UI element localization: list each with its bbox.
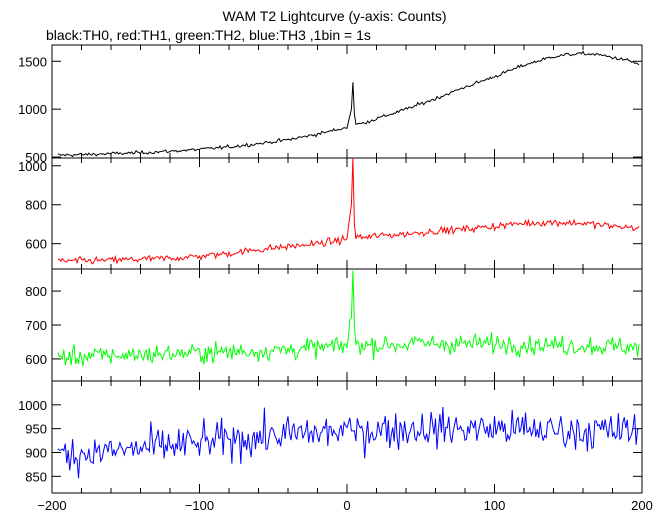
panel-th3-ytick-label: 950 (25, 422, 47, 437)
panel-th2-ytick-label: 600 (25, 352, 47, 367)
x-tick-label: −100 (185, 498, 214, 513)
panel-th1-series-line (57, 157, 640, 265)
panel-th0-ytick-label: 1000 (18, 102, 47, 117)
panel-th3-frame (51, 380, 643, 494)
panel-th1-frame (51, 157, 643, 270)
panel-th0-ytick-label: 1500 (18, 54, 47, 69)
panel-th0-series-line (57, 50, 640, 158)
panel-th3-series-line (57, 406, 640, 479)
x-tick-label: 200 (631, 498, 653, 513)
panel-th1-ytick-label: 600 (25, 237, 47, 252)
x-tick-label: 0 (343, 498, 350, 513)
panel-th0-frame (51, 44, 643, 159)
panel-th2-series-line (57, 270, 640, 367)
panel-th1-ytick-label: 1000 (18, 159, 47, 174)
chart-subtitle: black:TH0, red:TH1, green:TH2, blue:TH3 … (46, 27, 371, 43)
panel-th3-ytick-label: 850 (25, 469, 47, 484)
panel-th2-ytick-label: 800 (25, 284, 47, 299)
panel-th0-ytick-label: 500 (25, 150, 47, 165)
chart-title: WAM T2 Lightcurve (y-axis: Counts) (222, 8, 447, 24)
x-tick-label: 100 (484, 498, 506, 513)
panel-th2-ytick-label: 700 (25, 318, 47, 333)
panel-th2-frame (51, 268, 643, 382)
x-tick-label: −200 (37, 498, 66, 513)
panel-th3-ytick-label: 900 (25, 445, 47, 460)
panel-th3-ytick-label: 1000 (18, 398, 47, 413)
panel-th1-ytick-label: 800 (25, 198, 47, 213)
